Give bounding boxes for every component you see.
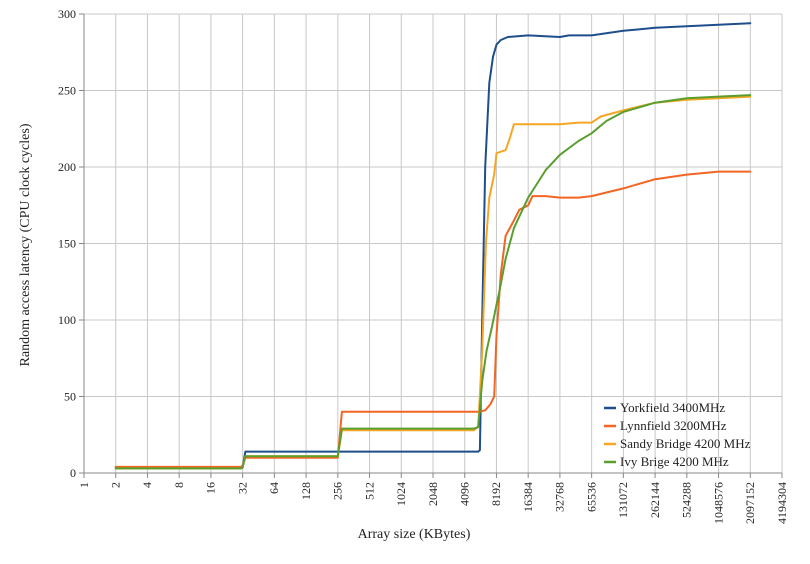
x-tick-label: 2048 [426, 482, 440, 506]
grid [83, 13, 783, 474]
y-tick-label: 50 [64, 390, 76, 404]
y-axis-label: Random access latency (CPU clock cycles) [18, 123, 33, 366]
y-tick-label: 100 [58, 313, 76, 327]
x-tick-label: 16 [204, 482, 218, 494]
x-tick-label: 128 [299, 482, 313, 500]
y-tick-label: 0 [70, 466, 76, 480]
x-tick-label: 256 [331, 482, 345, 500]
x-tick-label: 1048576 [711, 482, 725, 524]
series-group [114, 22, 752, 470]
x-tick-label: 64 [267, 482, 281, 494]
y-tick-label: 150 [58, 237, 76, 251]
legend-entry: Yorkfield 3400MHz [620, 400, 725, 415]
y-tick-label: 250 [58, 84, 76, 98]
x-tick-label: 8192 [489, 482, 503, 506]
y-tick-label: 300 [58, 7, 76, 21]
series-line-1 [114, 170, 752, 468]
legend-entry: Lynnfield 3200MHz [620, 418, 727, 433]
x-tick-label: 2 [108, 482, 122, 488]
x-tick-label: 1 [77, 482, 91, 488]
legend-entry: Sandy Bridge 4200 MHz [620, 436, 751, 451]
series-line-0 [114, 22, 752, 470]
x-tick-label: 262144 [648, 482, 662, 518]
legend: Yorkfield 3400MHz Lynnfield 3200MHz Sandy … [604, 400, 751, 469]
x-tick-label: 524288 [680, 482, 694, 518]
x-tick-label: 65536 [584, 482, 598, 512]
x-tick-label: 1024 [394, 482, 408, 506]
x-tick-label: 4 [140, 482, 154, 488]
x-tick-label: 512 [362, 482, 376, 500]
x-tick-label: 2097152 [743, 482, 757, 524]
legend-entry: Ivy Brige 4200 MHz [620, 454, 729, 469]
x-tick-label: 32 [235, 482, 249, 494]
x-tick-label: 131072 [616, 482, 630, 518]
x-tick-label: 8 [172, 482, 186, 488]
y-tick-label: 200 [58, 160, 76, 174]
x-tick-label: 32768 [553, 482, 567, 512]
x-tick-label: 4096 [457, 482, 471, 506]
tick-labels: 1 2 4 8 16 32 64 128 256 512 1024 2048 4096 8192 16384… [58, 7, 789, 524]
x-axis-label: Array size (KBytes) [358, 527, 471, 542]
x-tick-label: 4194304 [775, 482, 789, 524]
series-line-3 [114, 94, 752, 470]
x-tick-label: 16384 [521, 482, 535, 512]
axes [79, 13, 783, 478]
